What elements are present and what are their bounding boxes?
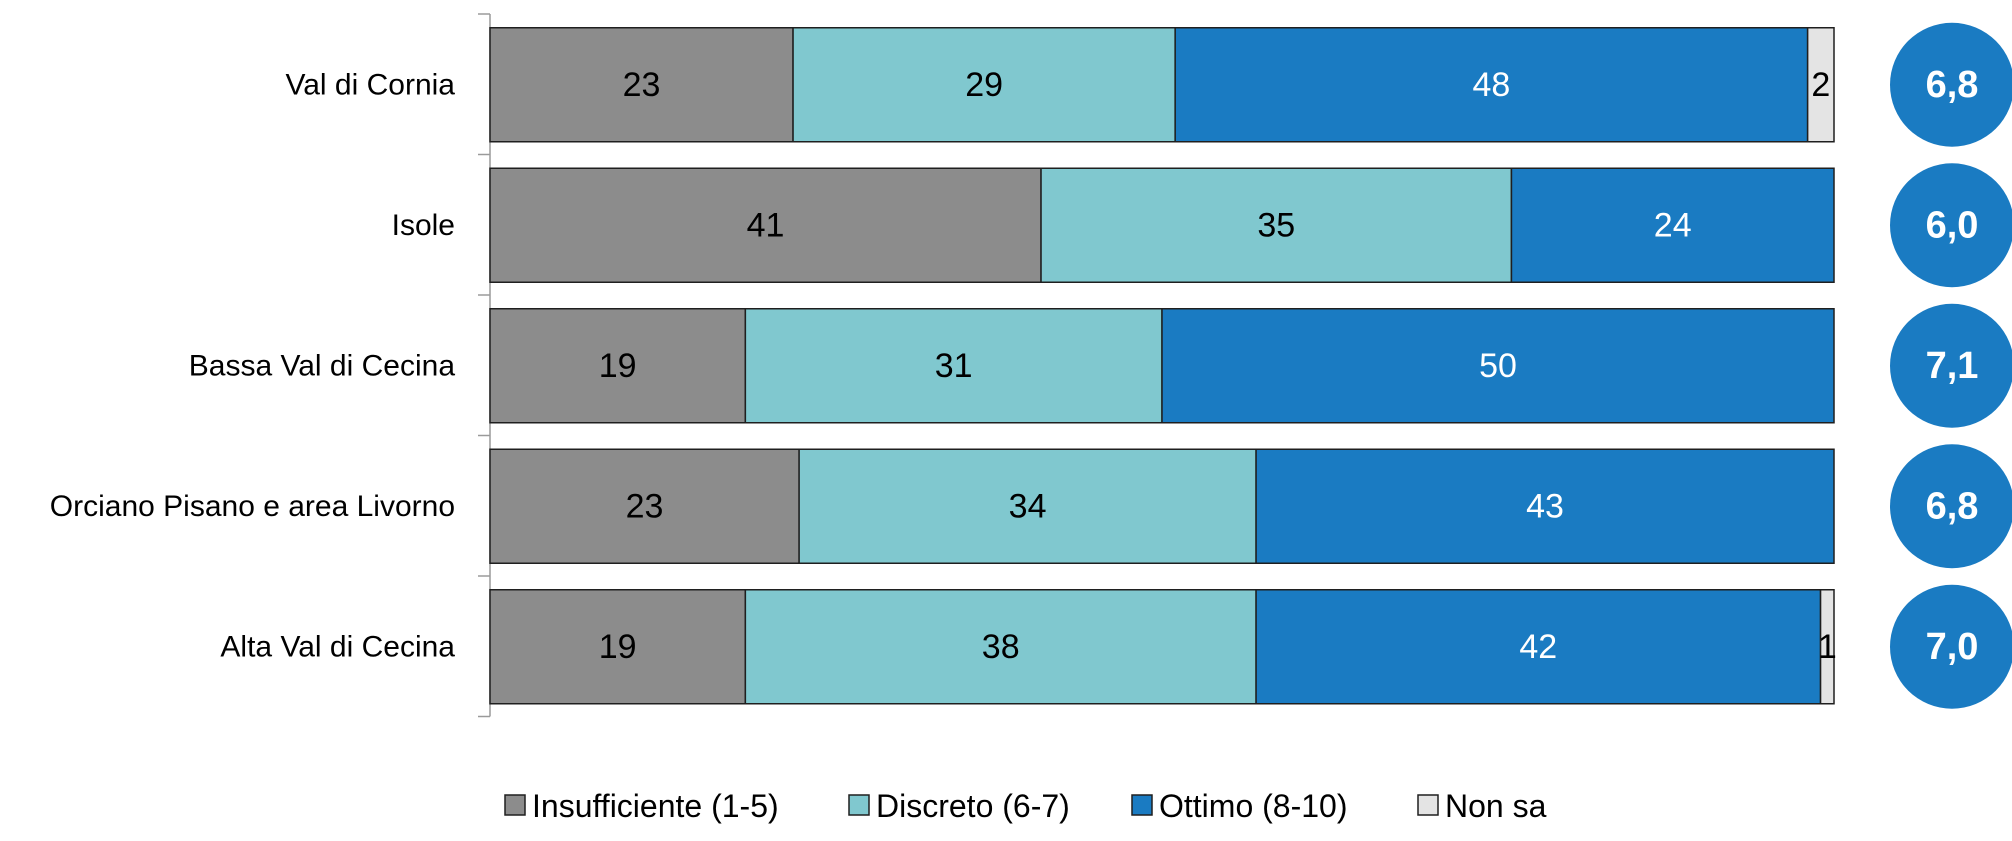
bar-ottimo-8-10-bassa-val-di-cecina	[1161, 308, 1835, 424]
score-badge-val-di-cornia	[1890, 22, 2012, 147]
bar-insufficiente-1-5-alta-val-di-cecina	[489, 589, 747, 705]
bar-discreto-6-7-val-di-cornia	[792, 27, 1176, 143]
data-label-discreto-6-7-alta-val-di-cecina: 38	[982, 628, 1020, 666]
score-badge-alta-val-di-cecina	[1890, 584, 2012, 709]
score-badge-orciano-pisano-e-area-livorno	[1890, 444, 2012, 569]
category-label-alta-val-di-cecina: Alta Val di Cecina	[220, 630, 455, 663]
category-label-orciano-pisano-e-area-livorno: Orciano Pisano e area Livorno	[50, 490, 455, 523]
data-label-ottimo-8-10-alta-val-di-cecina: 42	[1519, 628, 1557, 666]
legend-swatch-discreto-6-7	[848, 794, 870, 816]
data-label-ottimo-8-10-bassa-val-di-cecina: 50	[1479, 347, 1517, 385]
data-label-discreto-6-7-isole: 35	[1257, 206, 1295, 244]
data-label-insufficiente-1-5-orciano-pisano-e-area-livorno: 23	[626, 487, 664, 525]
data-label-insufficiente-1-5-isole: 41	[747, 206, 785, 244]
data-label-discreto-6-7-bassa-val-di-cecina: 31	[935, 347, 973, 385]
bar-ottimo-8-10-alta-val-di-cecina	[1255, 589, 1822, 705]
score-value-val-di-cornia: 6,8	[1926, 64, 1979, 106]
legend-label-non-sa: Non sa	[1445, 788, 1547, 824]
category-label-bassa-val-di-cecina: Bassa Val di Cecina	[189, 349, 456, 382]
category-label-val-di-cornia: Val di Cornia	[285, 68, 455, 101]
data-label-non-sa-alta-val-di-cecina: 1	[1818, 628, 1837, 666]
category-label-isole: Isole	[392, 209, 455, 242]
score-badge-isole	[1890, 163, 2012, 288]
legend-label-discreto-6-7: Discreto (6-7)	[876, 788, 1070, 824]
bar-discreto-6-7-orciano-pisano-e-area-livorno	[798, 448, 1257, 564]
legend-swatch-non-sa	[1417, 794, 1439, 816]
score-value-orciano-pisano-e-area-livorno: 6,8	[1926, 485, 1979, 527]
data-label-ottimo-8-10-orciano-pisano-e-area-livorno: 43	[1526, 487, 1564, 525]
data-label-discreto-6-7-val-di-cornia: 29	[965, 66, 1003, 104]
score-value-bassa-val-di-cecina: 7,1	[1926, 345, 1979, 387]
legend-label-ottimo-8-10: Ottimo (8-10)	[1159, 788, 1347, 824]
bar-insufficiente-1-5-orciano-pisano-e-area-livorno	[489, 448, 800, 564]
data-label-insufficiente-1-5-bassa-val-di-cecina: 19	[599, 347, 637, 385]
data-label-insufficiente-1-5-alta-val-di-cecina: 19	[599, 628, 637, 666]
data-label-insufficiente-1-5-val-di-cornia: 23	[623, 66, 661, 104]
legend-swatch-ottimo-8-10	[1131, 794, 1153, 816]
legend: Insufficiente (1-5) Discreto (6-7) Ottimo …	[504, 788, 1547, 824]
data-label-discreto-6-7-orciano-pisano-e-area-livorno: 34	[1009, 487, 1047, 525]
bar-non-sa-val-di-cornia	[1806, 27, 1835, 143]
bar-ottimo-8-10-isole	[1510, 167, 1835, 283]
score-badge-bassa-val-di-cecina	[1890, 303, 2012, 428]
bar-ottimo-8-10-orciano-pisano-e-area-livorno	[1255, 448, 1835, 564]
bar-discreto-6-7-isole	[1040, 167, 1513, 283]
category-labels: Val di Cornia Isole Bassa Val di Cecina Orc…	[50, 68, 456, 663]
bar-discreto-6-7-alta-val-di-cecina	[744, 589, 1257, 705]
bar-ottimo-8-10-val-di-cornia	[1174, 27, 1809, 143]
bar-insufficiente-1-5-isole	[489, 167, 1042, 283]
legend-swatch-insufficiente-1-5	[504, 794, 526, 816]
legend-label-insufficiente-1-5: Insufficiente (1-5)	[532, 788, 779, 824]
data-label-ottimo-8-10-isole: 24	[1654, 206, 1692, 244]
bar-insufficiente-1-5-bassa-val-di-cecina	[489, 308, 747, 424]
bar-discreto-6-7-bassa-val-di-cecina	[744, 308, 1163, 424]
data-label-non-sa-val-di-cornia: 2	[1811, 66, 1830, 104]
score-value-isole: 6,0	[1926, 204, 1979, 246]
bar-insufficiente-1-5-val-di-cornia	[489, 27, 794, 143]
bar-non-sa-alta-val-di-cecina	[1819, 589, 1835, 705]
score-badges: 6,8 6,0 7,1 6,8 7,0	[1890, 22, 2012, 709]
data-label-ottimo-8-10-val-di-cornia: 48	[1472, 66, 1510, 104]
score-value-alta-val-di-cecina: 7,0	[1926, 626, 1979, 668]
bars: 23 29 48 2 41 35 24 19 31 50 23 34 43 19 38 42 1	[489, 27, 1837, 705]
category-axis	[478, 13, 491, 718]
